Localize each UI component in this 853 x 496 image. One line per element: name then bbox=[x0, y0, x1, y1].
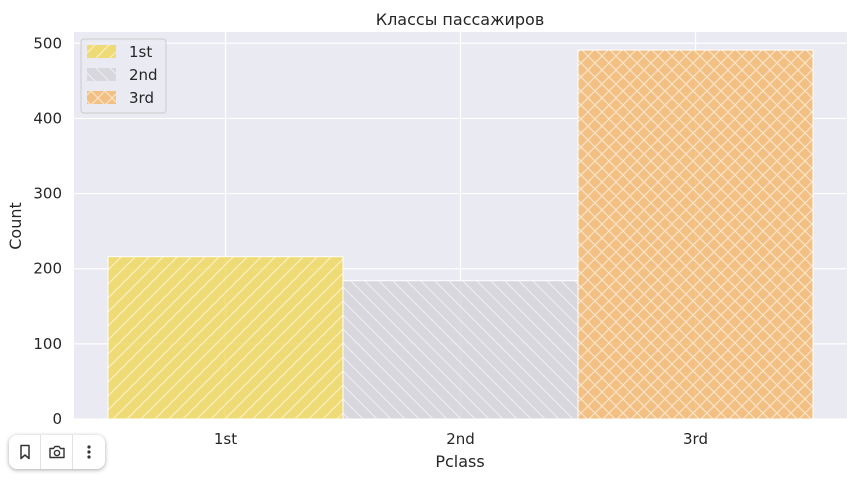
more-options-button[interactable] bbox=[73, 435, 105, 469]
legend-swatch-hatch-3rd bbox=[87, 91, 116, 104]
x-tick-label: 1st bbox=[214, 430, 237, 448]
x-tick-labels: 1st 2nd 3rd bbox=[214, 430, 708, 448]
more-vertical-icon bbox=[86, 444, 92, 460]
bar-hatch-3rd bbox=[578, 50, 813, 419]
camera-icon bbox=[48, 444, 66, 460]
screenshot-button[interactable] bbox=[41, 435, 73, 469]
chart-title: Классы пассажиров bbox=[376, 10, 545, 29]
y-tick-label: 300 bbox=[33, 185, 62, 203]
bar-hatch-2nd bbox=[343, 281, 578, 419]
bookmark-icon bbox=[18, 444, 32, 460]
y-tick-label: 0 bbox=[52, 410, 62, 428]
legend-label: 3rd bbox=[129, 89, 154, 107]
legend: 1st 2nd 3rd bbox=[81, 39, 166, 113]
legend-label: 1st bbox=[129, 43, 152, 61]
legend-label: 2nd bbox=[129, 66, 158, 84]
legend-swatch-hatch-2nd bbox=[87, 68, 116, 81]
y-tick-label: 100 bbox=[33, 335, 62, 353]
bookmark-button[interactable] bbox=[9, 435, 41, 469]
y-tick-label: 500 bbox=[33, 34, 62, 52]
x-axis-label: Pclass bbox=[435, 452, 484, 471]
y-axis-label: Count bbox=[6, 202, 25, 250]
y-tick-label: 400 bbox=[33, 109, 62, 127]
y-tick-label: 200 bbox=[33, 260, 62, 278]
bar-hatch-1st bbox=[108, 257, 343, 419]
y-tick-labels: 0 100 200 300 400 500 bbox=[33, 34, 62, 428]
chart-toolbar bbox=[9, 435, 105, 469]
legend-swatch-hatch-1st bbox=[87, 45, 116, 58]
x-tick-label: 3rd bbox=[683, 430, 708, 448]
x-tick-label: 2nd bbox=[446, 430, 475, 448]
